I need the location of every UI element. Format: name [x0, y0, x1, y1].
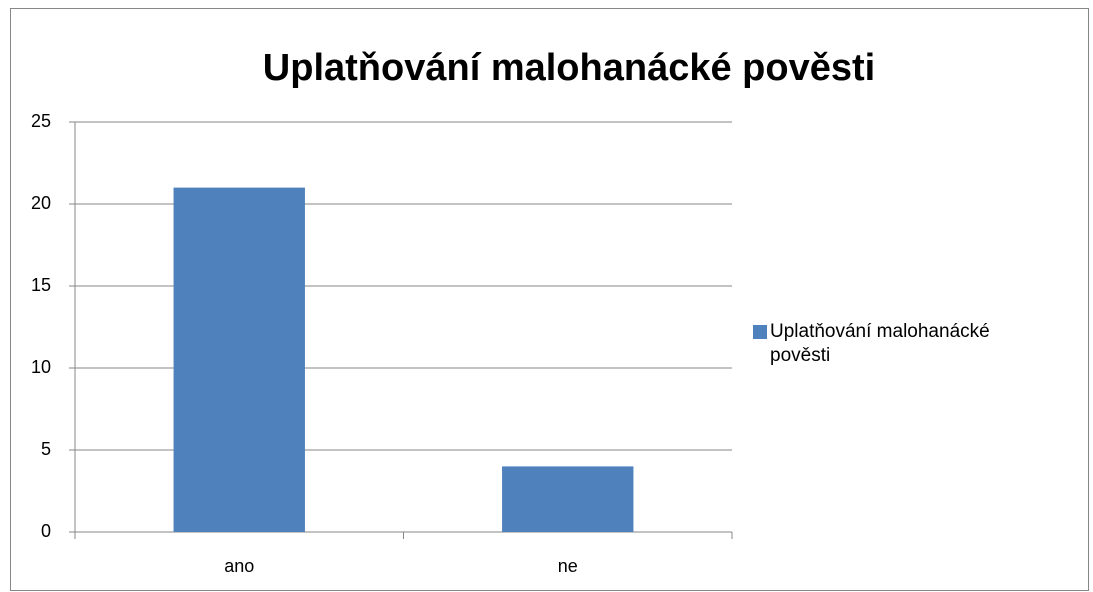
legend-swatch: [753, 325, 767, 339]
bar: [502, 466, 634, 532]
y-tick-label: 15: [31, 275, 51, 295]
y-tick-label: 20: [31, 193, 51, 213]
bar: [173, 187, 305, 532]
y-tick-label: 10: [31, 357, 51, 377]
chart-border: [10, 8, 1089, 591]
y-tick-label: 0: [41, 521, 51, 541]
x-tick-label: ano: [224, 556, 254, 576]
legend: Uplatňování malohanácké pověsti: [753, 320, 1083, 368]
x-tick-label: ne: [558, 556, 578, 576]
y-tick-label: 25: [31, 111, 51, 131]
legend-label: Uplatňování malohanácké pověsti: [770, 321, 990, 366]
chart-title: Uplatňování malohanácké pověsti: [263, 47, 875, 89]
y-tick-label: 5: [41, 439, 51, 459]
